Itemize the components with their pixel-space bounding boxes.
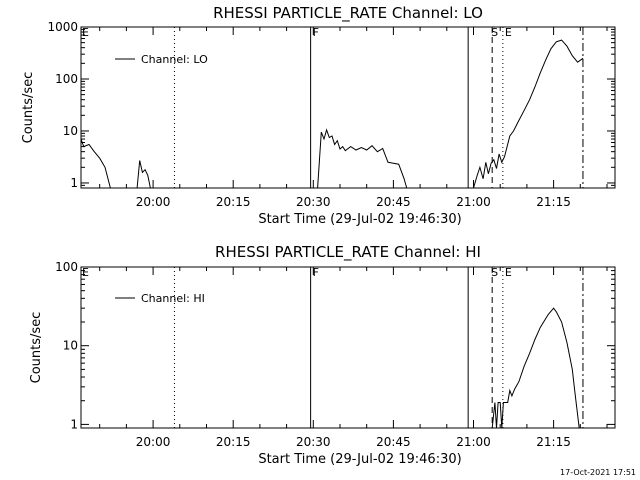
x-tick-label: 20:45 [376,435,411,449]
x-tick-label: 20:15 [216,195,251,209]
chart-title: RHESSI PARTICLE_RATE Channel: LO [213,4,483,23]
event-marker-label: F [313,26,319,39]
event-marker-label: F [313,266,319,279]
x-tick-label: 21:00 [456,195,491,209]
data-series-line [473,39,584,189]
event-marker-label: S [491,26,498,39]
x-tick-label: 21:00 [456,435,491,449]
x-tick-label: 20:00 [136,195,171,209]
data-series-line [491,307,580,429]
y-tick-label: 10 [63,339,78,353]
legend-label: Channel: LO [141,53,208,66]
x-axis-label: Start Time (29-Jul-02 19:46:30) [258,452,461,467]
x-tick-label: 21:15 [536,195,571,209]
y-axis-label: Counts/sec [29,312,44,384]
event-marker-label: E [505,266,512,279]
x-tick-label: 20:30 [296,195,331,209]
y-tick-label: 1000 [47,20,78,34]
plot-frame [80,26,616,189]
y-tick-label: 1 [70,176,78,190]
y-tick-label: 100 [55,260,78,274]
x-tick-label: 20:45 [376,195,411,209]
data-series-line [317,128,408,189]
data-series-line [136,160,151,189]
x-tick-label: 20:00 [136,435,171,449]
footer-timestamp: 17-Oct-2021 17:51 [560,468,636,477]
chart-title: RHESSI PARTICLE_RATE Channel: HI [215,243,481,262]
x-tick-label: 20:15 [216,435,251,449]
event-marker-label: E [505,26,512,39]
legend-label: Channel: HI [141,292,205,305]
y-tick-label: 1 [70,417,78,431]
plot-frame [80,266,616,429]
y-tick-label: 10 [63,124,78,138]
y-axis-label: Counts/sec [21,72,36,144]
x-tick-label: 20:30 [296,435,331,449]
hi-channel-panel: RHESSI PARTICLE_RATE Channel: HI 20:00 20:… [29,243,616,467]
edge-marker-label: E [82,266,89,279]
data-series-line [80,138,111,189]
event-marker-label: S [491,266,498,279]
y-tick-label: 100 [55,72,78,86]
x-axis-label: Start Time (29-Jul-02 19:46:30) [258,212,461,227]
edge-marker-label: E [82,26,89,39]
lo-channel-panel: RHESSI PARTICLE_RATE Channel: LO 20:00 20:… [21,4,616,227]
x-tick-label: 21:15 [536,435,571,449]
